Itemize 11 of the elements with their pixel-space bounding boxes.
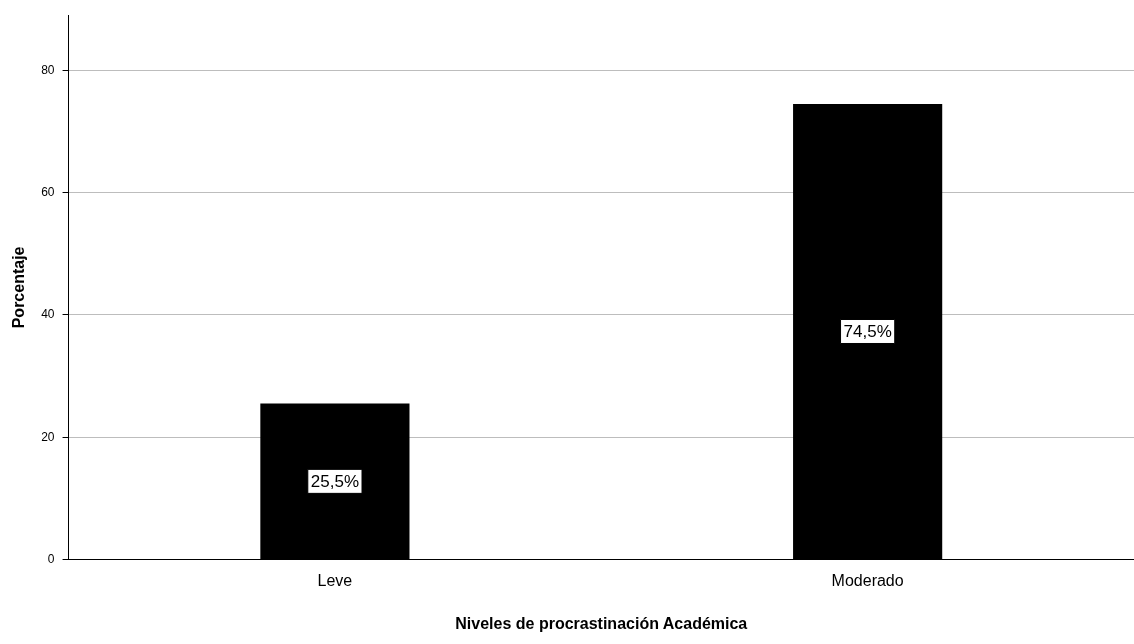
x-axis-title: Niveles de procrastinación Académica xyxy=(455,614,748,632)
y-tick-label: 40 xyxy=(41,307,55,322)
data-label: 25,5% xyxy=(310,472,360,492)
y-tick-label: 60 xyxy=(41,184,55,199)
y-axis-title: Porcentaje xyxy=(10,246,28,329)
data-label: 74,5% xyxy=(843,322,892,342)
x-tick-label: Moderado xyxy=(831,571,904,589)
y-tick-label: 0 xyxy=(47,551,55,566)
x-tick-label: Leve xyxy=(317,571,353,589)
y-tick-label: 80 xyxy=(41,62,55,77)
y-tick-label: 20 xyxy=(41,429,55,444)
